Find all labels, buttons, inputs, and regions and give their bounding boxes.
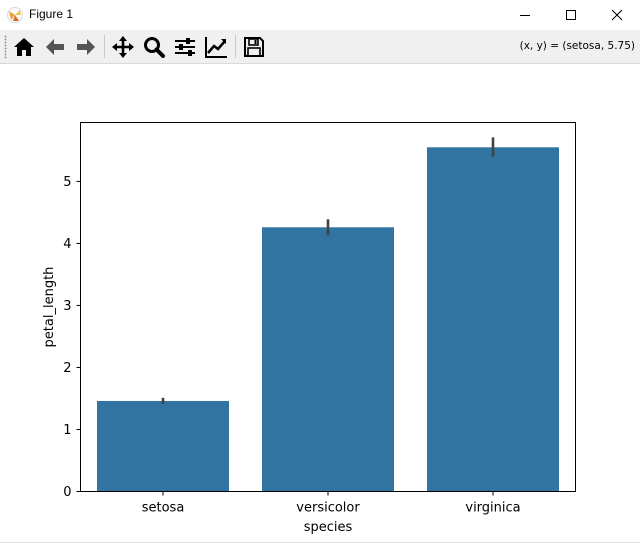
bar-chart: 0 1 2 3 4 5 setosa versicolor virginica species… bbox=[42, 122, 576, 535]
minimize-button[interactable] bbox=[502, 0, 548, 30]
home-button[interactable] bbox=[11, 34, 37, 60]
save-button[interactable] bbox=[241, 34, 267, 60]
save-icon bbox=[244, 37, 264, 57]
x-tick-label: versicolor bbox=[296, 501, 360, 516]
pan-button[interactable] bbox=[110, 34, 136, 60]
matplotlib-app-icon bbox=[7, 7, 23, 23]
back-icon bbox=[46, 39, 64, 55]
navigation-toolbar: (x, y) = (setosa, 5.75) bbox=[0, 30, 640, 64]
bar-versicolor bbox=[262, 227, 394, 492]
cursor-coordinates: (x, y) = (setosa, 5.75) bbox=[519, 40, 635, 52]
figure-canvas[interactable]: 0 1 2 3 4 5 setosa versicolor virginica species… bbox=[0, 64, 640, 542]
maximize-icon bbox=[566, 10, 576, 20]
forward-button[interactable] bbox=[73, 34, 99, 60]
y-tick-label: 3 bbox=[63, 299, 71, 314]
forward-icon bbox=[77, 39, 95, 55]
x-tick-label: virginica bbox=[465, 501, 520, 516]
y-tick-label: 5 bbox=[63, 175, 71, 190]
edit-axis-icon bbox=[205, 37, 227, 58]
edit-axis-button[interactable] bbox=[203, 34, 229, 60]
x-tick-label: setosa bbox=[142, 501, 185, 516]
toolbar-grip[interactable] bbox=[4, 35, 7, 59]
zoom-icon bbox=[144, 37, 165, 58]
y-tick-label: 1 bbox=[63, 423, 71, 438]
toolbar-separator bbox=[235, 35, 236, 58]
maximize-button[interactable] bbox=[548, 0, 594, 30]
bar-virginica bbox=[427, 147, 559, 492]
window-title: Figure 1 bbox=[29, 7, 74, 21]
y-axis-label: petal_length bbox=[42, 267, 57, 348]
close-icon bbox=[611, 9, 623, 21]
zoom-button[interactable] bbox=[141, 34, 167, 60]
pan-icon bbox=[112, 36, 134, 58]
y-tick-label: 4 bbox=[63, 237, 71, 252]
back-button[interactable] bbox=[42, 34, 68, 60]
configure-subplots-button[interactable] bbox=[172, 34, 198, 60]
y-tick-label: 2 bbox=[63, 361, 71, 376]
configure-subplots-icon bbox=[175, 38, 195, 56]
x-axis-label: species bbox=[304, 520, 353, 535]
bar-setosa bbox=[97, 400, 229, 492]
toolbar-separator bbox=[104, 35, 105, 58]
window-bottom-edge bbox=[0, 542, 640, 546]
minimize-icon bbox=[520, 15, 530, 16]
title-bar: Figure 1 bbox=[0, 0, 640, 30]
home-icon bbox=[14, 38, 34, 56]
y-tick-label: 0 bbox=[63, 485, 71, 500]
close-button[interactable] bbox=[594, 0, 640, 30]
